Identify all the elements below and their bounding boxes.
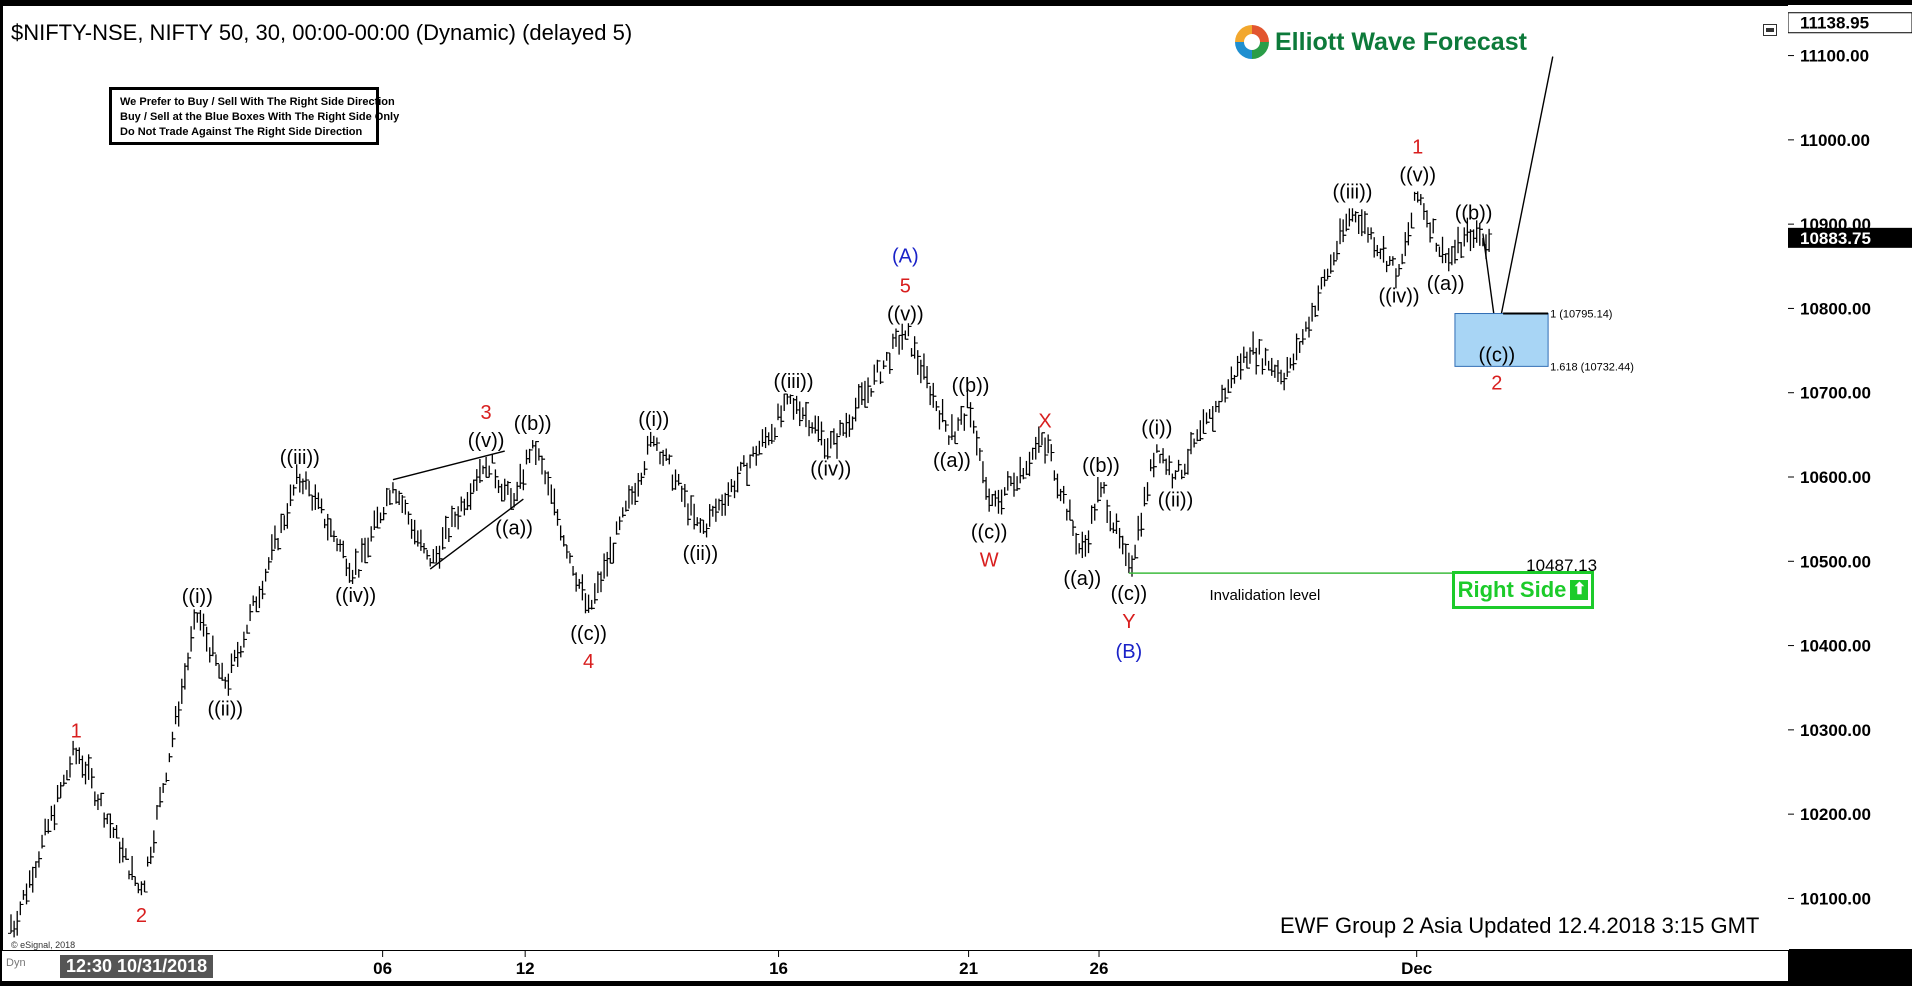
time-tick-label: 16 [769, 959, 788, 978]
wave-label: X [1038, 411, 1051, 433]
price-axis-svg: 10100.00 10200.00 10300.00 10400.00 10500.00… [1787, 12, 1912, 908]
price-axis[interactable]: 10100.00 10200.00 10300.00 10400.00 10500.00… [1787, 5, 1912, 949]
wave-label: ((c)) [570, 623, 607, 645]
chart-title: $NIFTY-NSE, NIFTY 50, 30, 00:00-00:00 (D… [11, 20, 633, 45]
right-side-label: Right Side [1457, 577, 1567, 602]
up-arrow-icon: ⬆ [1570, 580, 1589, 600]
brand: Elliott Wave Forecast [1235, 24, 1527, 60]
wave-label: ((iv)) [1379, 286, 1420, 308]
wave-label-degree: 3 [481, 402, 492, 424]
price-tick-label: 10200.00 [1800, 805, 1871, 824]
trading-note: We Prefer to Buy / Sell With The Right S… [109, 87, 400, 145]
wave-label: ((iii)) [774, 371, 814, 393]
ewf-logo-icon [1235, 25, 1269, 59]
time-tick-label: 12 [516, 959, 535, 978]
invalidation-value: 10487.13 [1526, 556, 1597, 575]
time-tick-label: 21 [959, 959, 978, 978]
price-tick-label: 10400.00 [1800, 637, 1871, 656]
wave-label: ((i)) [182, 586, 213, 608]
time-tick-label: 06 [373, 959, 392, 978]
target-box: 1 (10795.14) 1.618 (10732.44) ((c)) 2 [1454, 309, 1634, 394]
wave-label: ((v)) [887, 304, 924, 326]
wave-label: ((v)) [1399, 164, 1436, 186]
wave-label: ((b)) [1082, 455, 1120, 477]
wave-label-degree: (A) [892, 246, 919, 268]
invalidation-label: Invalidation level [1209, 587, 1320, 604]
time-tick-label: Dec [1401, 959, 1432, 978]
price-tag: 11138.95 [1800, 14, 1869, 33]
note-line: We Prefer to Buy / Sell With The Right S… [120, 96, 395, 108]
time-axis-svg: 06 12 16 21 26 Dec [373, 951, 1432, 978]
wave-label: ((c)) [1111, 583, 1148, 605]
time-start-label: 12:30 10/31/2018 [60, 955, 214, 978]
wave-label: ((b)) [952, 375, 990, 397]
price-tick-label: 10800.00 [1800, 299, 1871, 318]
wave-label: ((iii)) [280, 447, 320, 469]
price-tag-bg [1787, 12, 1912, 34]
projection-path [1482, 56, 1554, 337]
wave-label: ((ii)) [683, 543, 719, 565]
note-line: Buy / Sell at the Blue Boxes With The Ri… [120, 111, 400, 123]
wave-label: ((ii)) [207, 699, 243, 721]
wave-label: ((i)) [1141, 417, 1172, 439]
copyright: © eSignal, 2018 [11, 940, 76, 950]
wave-label: ((ii)) [1158, 490, 1194, 512]
wave-label-degree: 1 [1412, 136, 1423, 158]
wave-label: ((iv)) [335, 585, 376, 607]
price-tick-label: 10700.00 [1800, 384, 1871, 403]
price-tag-bg [1788, 227, 1912, 248]
wave-label: ((iv)) [810, 459, 851, 481]
price-tick-label: 11100.00 [1800, 47, 1869, 66]
wave-label: ((iii)) [1332, 181, 1372, 203]
right-side-badge: Right Side ⬆ [1452, 571, 1594, 609]
price-tick-label: 10100.00 [1800, 889, 1871, 908]
wave-label: ((b)) [1455, 202, 1493, 224]
wave-label: 1 [71, 721, 82, 743]
price-tick-label: 10300.00 [1800, 721, 1871, 740]
wave-label-degree: (B) [1116, 641, 1143, 663]
wave-label: ((b)) [514, 413, 552, 435]
wave-label-degree: 2 [1491, 372, 1502, 394]
ohlc-bars [8, 191, 1493, 938]
price-tick-label: 11000.00 [1800, 131, 1870, 150]
box-level-label: 1 (10795.14) [1550, 309, 1612, 321]
window-toggle-icon[interactable] [1763, 24, 1777, 36]
plot-area[interactable]: 10487.13 Invalidation level 1 (10795.14) 1… [2, 5, 1790, 951]
wedge-line [392, 450, 505, 481]
wave-label: ((a)) [1427, 273, 1465, 295]
wave-label: ((c)) [1479, 344, 1516, 366]
wave-labels: 1 2 ((i)) ((ii)) ((iii)) ((iv)) ((v)) 3 ((a)) ((b… [71, 136, 1493, 927]
note-line: Do Not Trade Against The Right Side Dire… [120, 126, 363, 138]
wave-label-degree: 5 [900, 276, 911, 298]
time-axis[interactable]: 06 12 16 21 26 Dec [2, 951, 1788, 981]
brand-name: Elliott Wave Forecast [1275, 27, 1527, 56]
wave-label-degree: 4 [583, 651, 594, 673]
price-tick-label: 10500.00 [1800, 552, 1871, 571]
wedge-line [429, 498, 524, 570]
update-note: EWF Group 2 Asia Updated 12.4.2018 3:15 … [1280, 913, 1760, 938]
wave-label-degree: Y [1122, 611, 1135, 633]
wave-label: ((v)) [468, 430, 505, 452]
wave-label: ((a)) [933, 450, 971, 472]
wave-label: ((c)) [971, 522, 1008, 544]
buy-zone-box [1454, 313, 1549, 367]
time-tick-label: 26 [1090, 959, 1109, 978]
wave-label-degree: W [980, 550, 999, 572]
box-level-label: 1.618 (10732.44) [1550, 361, 1634, 373]
wave-label: ((i)) [638, 409, 669, 431]
wave-label: 2 [136, 905, 147, 927]
price-tag: 10883.75 [1800, 229, 1871, 248]
price-tick-label: 10600.00 [1800, 468, 1871, 487]
wave-label: ((a)) [1063, 568, 1101, 590]
dyn-label: Dyn [6, 957, 26, 969]
wave-label: ((a)) [495, 518, 533, 540]
